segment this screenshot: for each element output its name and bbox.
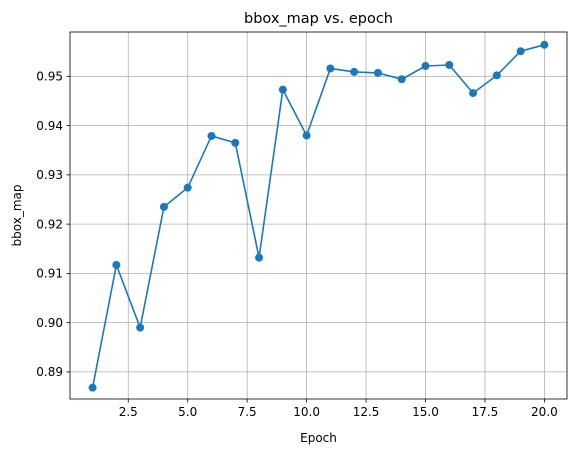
y-tick-label: 0.93 [36, 168, 63, 182]
y-tick-label: 0.89 [36, 365, 63, 379]
x-tick-label: 2.5 [119, 405, 138, 419]
data-point [183, 183, 192, 192]
chart-title: bbox_map vs. epoch [244, 11, 393, 27]
data-point [159, 202, 168, 211]
series-line [91, 44, 545, 388]
x-tick-label: 15.0 [412, 405, 439, 419]
plot-frame [69, 31, 568, 400]
grid [70, 32, 567, 399]
data-point [397, 75, 406, 84]
y-axis-label: bbox_map [10, 185, 24, 247]
x-tick-label: 10.0 [293, 405, 320, 419]
x-tick-label: 20.0 [531, 405, 558, 419]
x-tick-label: 7.5 [238, 405, 257, 419]
data-point [421, 61, 430, 70]
data-point [207, 131, 216, 140]
x-tick-label: 12.5 [353, 405, 380, 419]
y-tick-label: 0.92 [36, 217, 63, 231]
data-point [445, 61, 454, 70]
y-tick-label: 0.95 [36, 70, 63, 84]
data-point [136, 323, 145, 332]
data-point [492, 71, 501, 80]
y-tick-label: 0.91 [36, 267, 63, 281]
data-point [516, 47, 525, 56]
data-point [88, 383, 97, 392]
data-point [469, 89, 478, 98]
data-point [302, 131, 311, 140]
data-point [326, 64, 335, 73]
data-point [278, 85, 287, 94]
data-point [255, 253, 264, 262]
data-point [540, 40, 549, 49]
y-tick-label: 0.90 [36, 316, 63, 330]
x-tick-label: 5.0 [178, 405, 197, 419]
series-layer [88, 40, 549, 392]
x-tick-label: 17.5 [472, 405, 499, 419]
y-tick-label: 0.94 [36, 119, 63, 133]
x-axis-label: Epoch [300, 431, 337, 445]
data-point [112, 261, 121, 270]
tick-layer: 2.5 5.0 7.5 10.0 12.5 15.0 17.5 20.0 0.89 0.90 0.9… [36, 70, 557, 419]
data-point [350, 67, 359, 76]
data-point [231, 138, 240, 147]
data-point [373, 68, 382, 77]
